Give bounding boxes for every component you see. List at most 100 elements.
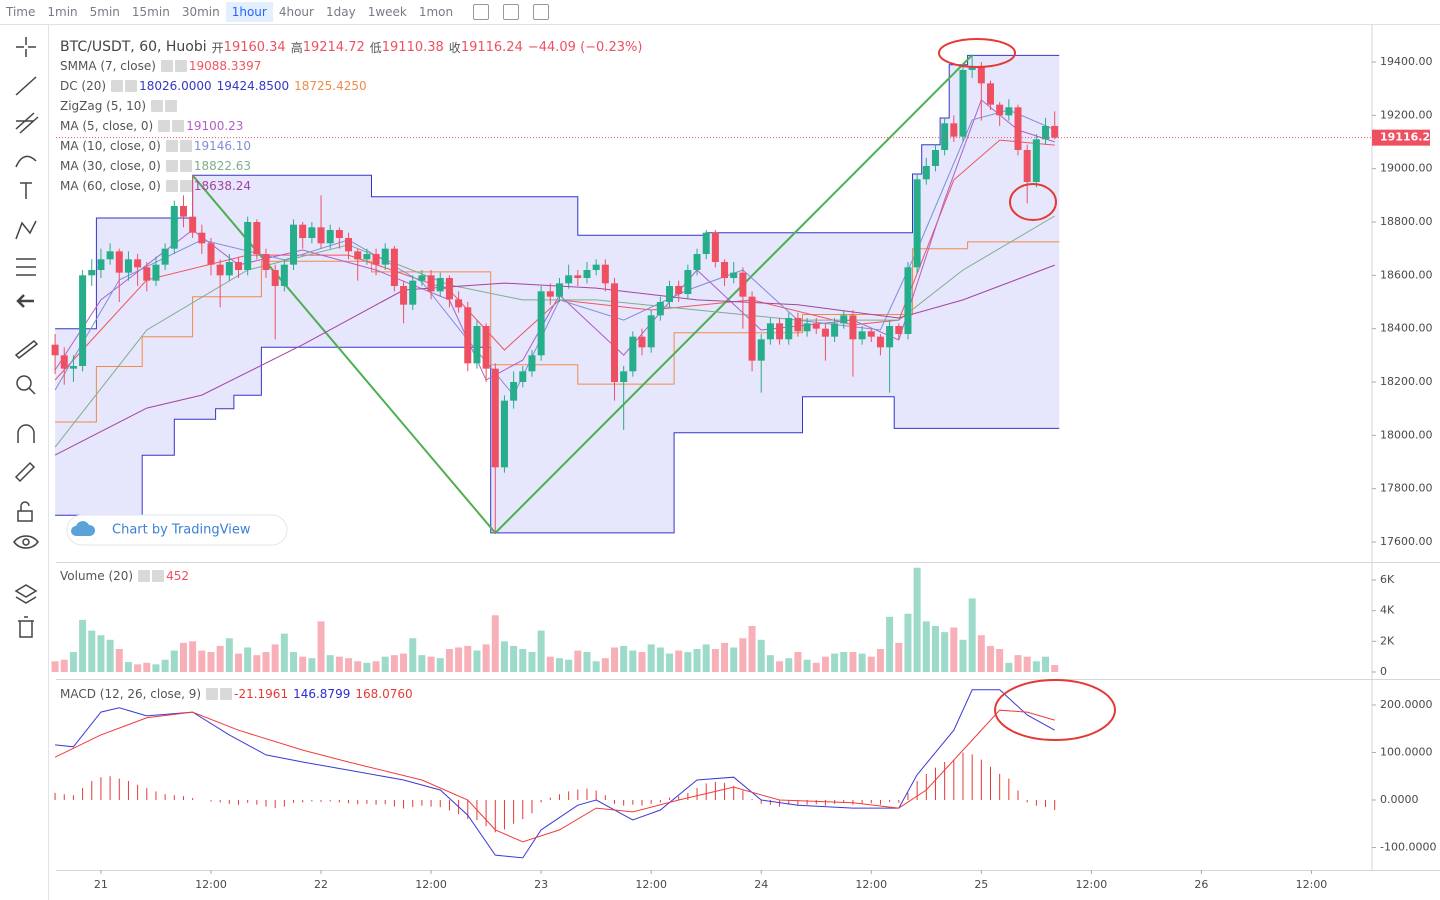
- candle-body: [500, 400, 508, 468]
- candle-body: [1005, 107, 1013, 116]
- fullscreen-button[interactable]: [533, 4, 550, 20]
- trend-line-icon[interactable]: [15, 76, 37, 96]
- candle-body: [876, 336, 884, 348]
- volume-bar: [721, 642, 729, 672]
- lock-icon[interactable]: [17, 510, 33, 522]
- legend-row: Volume (20) 452: [60, 567, 194, 585]
- magnet-icon[interactable]: [17, 424, 35, 443]
- quote-label: 高: [290, 40, 303, 55]
- legend-icon[interactable]: [165, 160, 178, 172]
- legend-icon[interactable]: [165, 140, 178, 152]
- y-tick-label: 18400.00: [1380, 322, 1433, 335]
- trash-icon[interactable]: [18, 616, 34, 638]
- interval-button[interactable]: 1hour: [225, 2, 273, 22]
- interval-button[interactable]: 15min: [131, 5, 170, 19]
- legend-icon[interactable]: [111, 80, 124, 92]
- legend-icon[interactable]: [158, 120, 171, 132]
- volume-bar: [326, 655, 334, 672]
- legend-icon[interactable]: [220, 688, 233, 700]
- legend-icon[interactable]: [160, 60, 173, 72]
- y-tick-label: 100.0000: [1380, 745, 1433, 758]
- candle-body: [803, 323, 811, 332]
- interval-button[interactable]: 1min: [47, 5, 78, 19]
- y-tick-label: 0: [1380, 665, 1387, 678]
- y-tick-label: 17600.00: [1380, 535, 1433, 548]
- legend-icon[interactable]: [174, 60, 187, 72]
- legend-name: Volume (20): [60, 569, 134, 583]
- back-icon[interactable]: [16, 294, 34, 308]
- layers-icon[interactable]: [14, 584, 38, 604]
- legend-icon[interactable]: [172, 120, 185, 132]
- legend-icon[interactable]: [151, 100, 164, 112]
- candle-body: [207, 243, 215, 265]
- chart-style-button[interactable]: [473, 4, 490, 20]
- interval-button[interactable]: 30min: [181, 5, 220, 19]
- legend-icon[interactable]: [125, 80, 138, 92]
- candle-body: [244, 222, 252, 270]
- candle-body: [766, 323, 774, 340]
- ruler-icon[interactable]: [14, 340, 39, 359]
- pattern-icon[interactable]: [15, 220, 37, 240]
- candle-body: [280, 264, 288, 286]
- volume-bar: [1051, 665, 1059, 672]
- volume-bar: [500, 641, 508, 672]
- legend-icon[interactable]: [179, 160, 192, 172]
- candle-body: [996, 104, 1004, 116]
- interval-button[interactable]: Time: [6, 5, 36, 19]
- brush-icon[interactable]: [15, 155, 37, 168]
- text-icon[interactable]: [20, 182, 32, 199]
- x-tick-label: 22: [314, 878, 328, 891]
- volume-bar: [124, 662, 132, 672]
- x-tick-label: 12:00: [635, 878, 667, 891]
- interval-button[interactable]: 1day: [325, 5, 356, 19]
- quote-label: 收: [448, 40, 461, 55]
- candle-body: [60, 355, 68, 369]
- legend-icon[interactable]: [165, 180, 178, 192]
- legend-icon[interactable]: [165, 100, 178, 112]
- legend-icon[interactable]: [138, 570, 151, 582]
- volume-bar: [849, 652, 857, 672]
- candle-body: [1042, 126, 1050, 140]
- volume-bar: [106, 639, 114, 672]
- candle-body: [335, 230, 343, 238]
- drawing-toolbar: [13, 25, 49, 900]
- legend-icon[interactable]: [206, 688, 219, 700]
- candle-body: [418, 275, 426, 281]
- volume-bar: [748, 625, 756, 672]
- interval-button[interactable]: 5min: [89, 5, 120, 19]
- volume-bar: [776, 661, 784, 672]
- candle-body: [638, 336, 646, 348]
- pitchfork-icon[interactable]: [15, 112, 39, 134]
- candle-body: [537, 291, 545, 356]
- eye-icon[interactable]: [13, 535, 39, 549]
- candle-body: [326, 230, 334, 244]
- x-tick-label: 12:00: [1076, 878, 1108, 891]
- legend-icon[interactable]: [152, 570, 165, 582]
- interval-button[interactable]: 4hour: [278, 5, 314, 19]
- y-tick-label: 4K: [1380, 604, 1395, 617]
- volume-bar: [922, 621, 930, 672]
- lock-draw-icon[interactable]: [14, 461, 36, 483]
- crosshair-icon[interactable]: [16, 37, 36, 57]
- candle-body: [977, 67, 985, 84]
- legend-row: MA (60, close, 0) 18638.24: [60, 177, 256, 195]
- channel-line: [55, 241, 1060, 423]
- volume-bar: [280, 633, 288, 672]
- volume-bar: [400, 653, 408, 672]
- volume-bar: [253, 655, 261, 672]
- interval-button[interactable]: 1mon: [418, 5, 454, 19]
- interval-button[interactable]: 1week: [367, 5, 407, 19]
- fib-icon[interactable]: [16, 258, 36, 276]
- y-tick-label: 18200.00: [1380, 375, 1433, 388]
- zoom-icon[interactable]: [16, 375, 32, 391]
- candle-body: [170, 206, 178, 249]
- volume-bar: [858, 653, 866, 672]
- indicators-button[interactable]: [503, 4, 520, 20]
- legend-value: -21.1961: [234, 687, 289, 701]
- x-tick-label: 21: [94, 878, 108, 891]
- zigzag-line: [191, 54, 973, 535]
- legend-icon[interactable]: [179, 140, 192, 152]
- legend-icon[interactable]: [179, 180, 192, 192]
- candle-body: [776, 323, 784, 340]
